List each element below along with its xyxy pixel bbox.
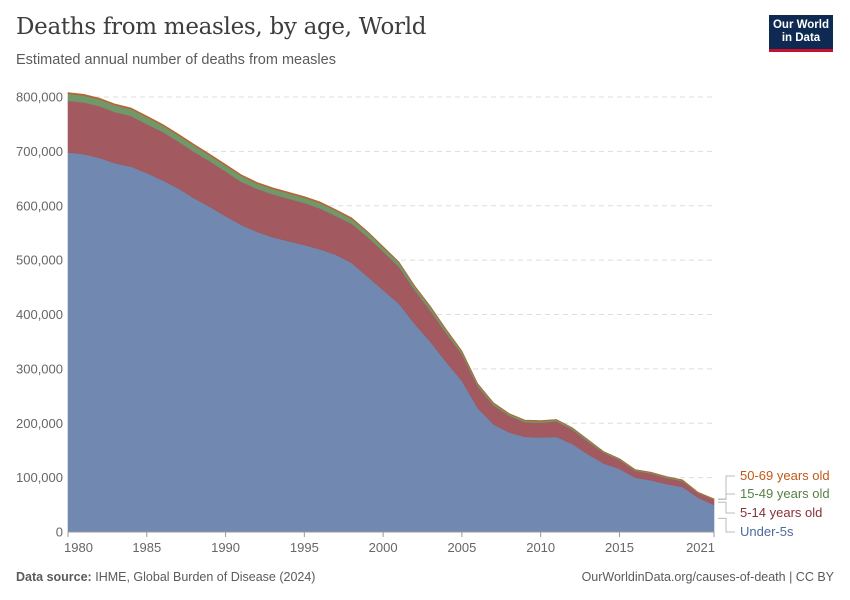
x-tick-label: 2021: [686, 540, 715, 555]
source-link[interactable]: OurWorldinData.org/causes-of-death | CC …: [581, 570, 834, 584]
legend-connector: [718, 501, 735, 514]
y-tick-label: 400,000: [16, 307, 63, 322]
x-tick-label: 1990: [211, 540, 240, 555]
area-under-5s: [67, 152, 715, 533]
x-tick-label: 2015: [605, 540, 634, 555]
y-tick-label: 0: [56, 525, 63, 540]
data-source: Data source: IHME, Global Burden of Dise…: [16, 570, 315, 584]
x-tick-label: 1995: [290, 540, 319, 555]
y-tick-label: 800,000: [16, 90, 63, 105]
legend-label: 50-69 years old: [740, 468, 830, 483]
source-text: IHME, Global Burden of Disease (2024): [95, 570, 316, 584]
y-tick-label: 600,000: [16, 198, 63, 213]
owid-logo[interactable]: Our World in Data: [769, 15, 833, 52]
legend-label: 15-49 years old: [740, 486, 830, 501]
x-tick-label: 2010: [526, 540, 555, 555]
y-tick-label: 200,000: [16, 416, 63, 431]
y-tick-label: 500,000: [16, 253, 63, 268]
x-tick-label: 1985: [132, 540, 161, 555]
y-tick-label: 100,000: [16, 470, 63, 485]
source-label: Data source:: [16, 570, 92, 584]
legend-label: Under-5s: [740, 524, 794, 539]
legend-label: 5-14 years old: [740, 505, 822, 520]
y-tick-label: 300,000: [16, 361, 63, 376]
x-tick-label: 2005: [447, 540, 476, 555]
chart-subtitle: Estimated annual number of deaths from m…: [16, 52, 336, 68]
legend-connector: [718, 517, 735, 533]
y-tick-label: 700,000: [16, 144, 63, 159]
x-tick-label: 1980: [64, 540, 93, 555]
chart-title: Deaths from measles, by age, World: [16, 14, 427, 40]
area-50-69-years-old: [67, 92, 715, 500]
x-tick-label: 2000: [369, 540, 398, 555]
legend-connector: [718, 475, 735, 500]
